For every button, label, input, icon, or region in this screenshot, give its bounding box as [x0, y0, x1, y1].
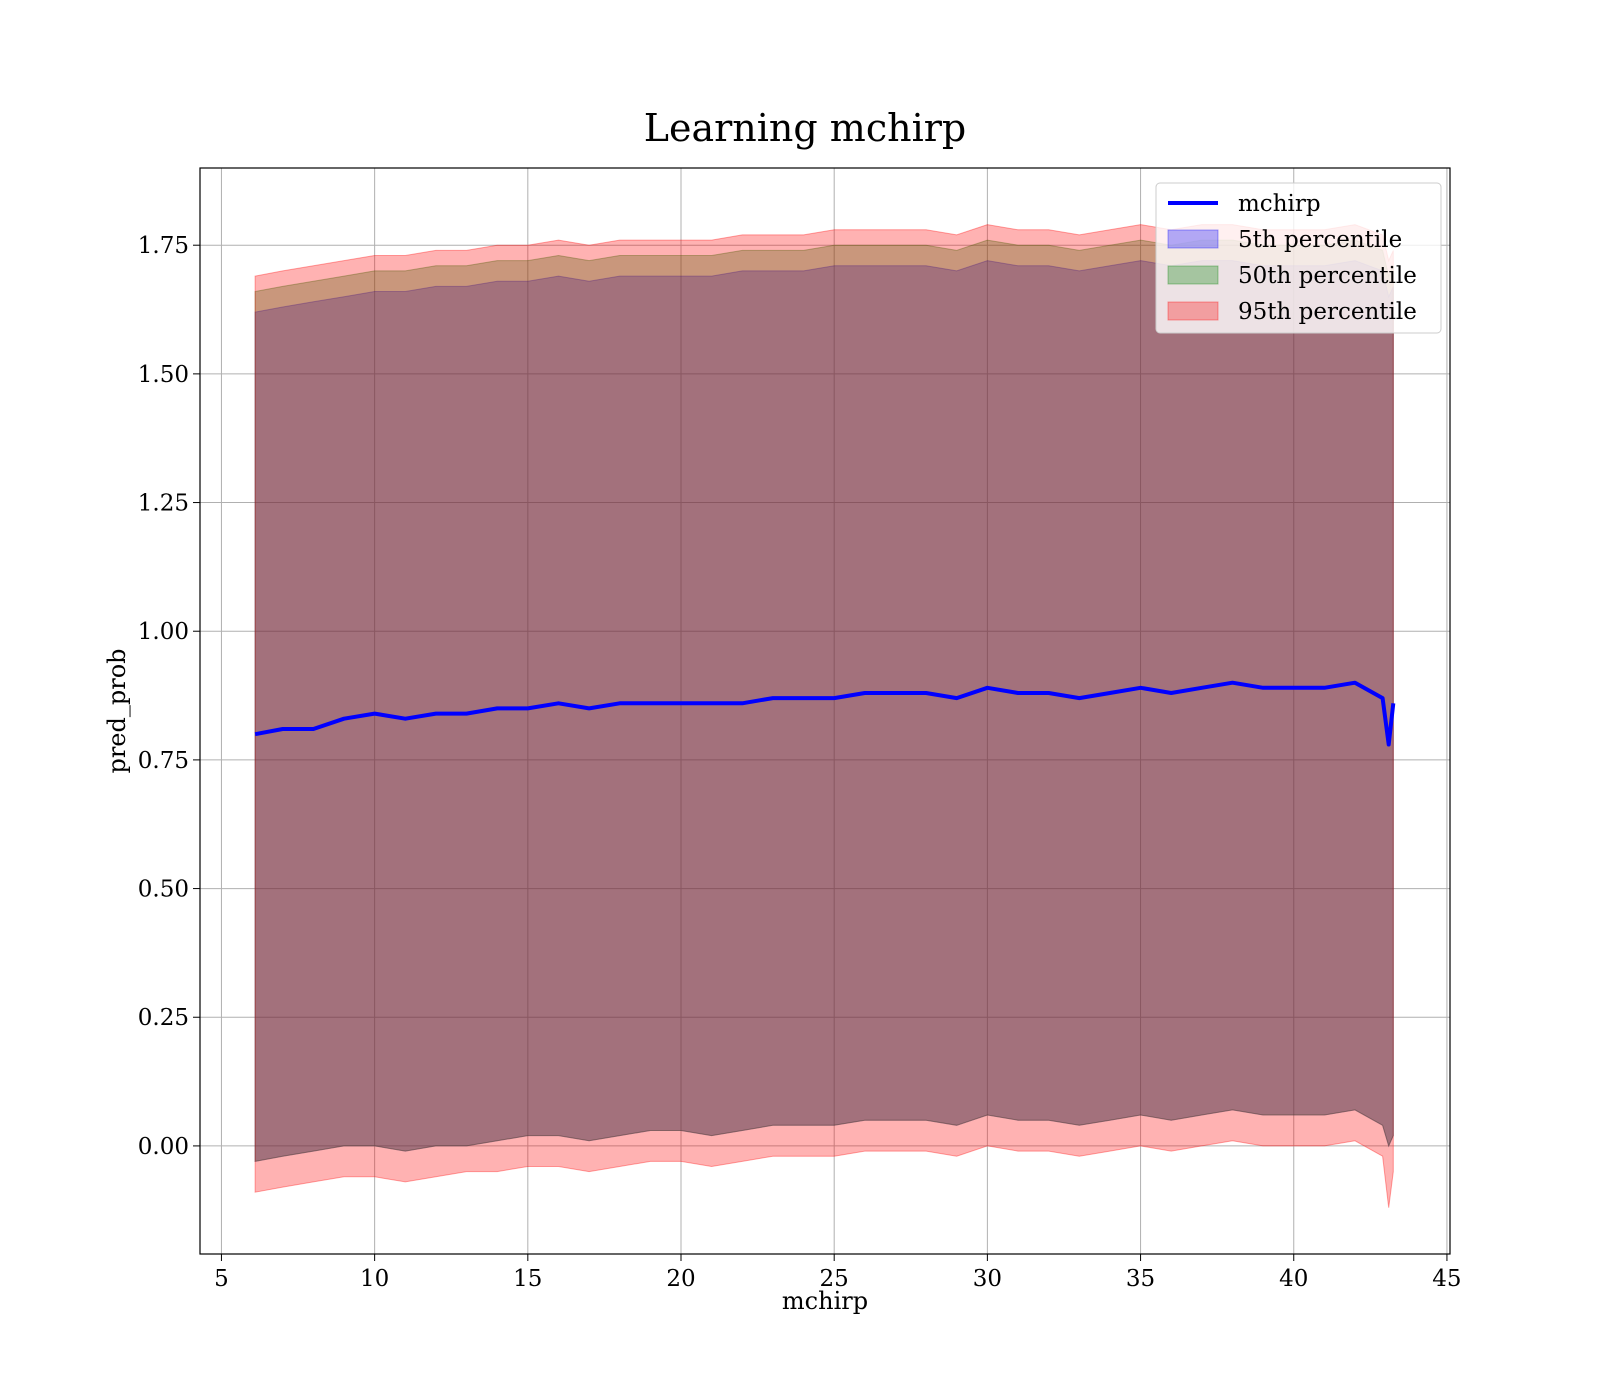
x-tick-label: 40 [1279, 1266, 1308, 1292]
legend: mchirp 5th percentile 50th percentile 95th … [1155, 182, 1442, 334]
legend-label-5th-percentile: 5th percentile [1238, 227, 1402, 253]
y-tick-label: 0.50 [138, 877, 189, 903]
mean-line-layer [254, 680, 1396, 747]
y-tick-label: 1.75 [138, 233, 189, 259]
y-tick-label: 0.75 [138, 748, 189, 774]
chart-title: Learning mchirp [644, 106, 966, 150]
legend-label-50th-percentile: 50th percentile [1238, 263, 1417, 289]
x-tick-label: 30 [973, 1266, 1002, 1292]
y-axis-ticks: 0.00 0.25 0.50 0.75 1.00 1.25 1.50 1.75 [138, 233, 200, 1160]
grid [200, 168, 1450, 1254]
legend-swatch-5th-percentile [1167, 229, 1219, 249]
x-tick-label: 15 [513, 1266, 542, 1292]
x-tick-label: 20 [666, 1266, 695, 1292]
y-tick-label: 1.00 [138, 619, 189, 645]
legend-swatch-50th-percentile [1167, 265, 1219, 285]
band-5th-percentile [254, 260, 1394, 1163]
y-tick-label: 0.00 [138, 1134, 189, 1160]
y-tick-label: 1.50 [138, 362, 189, 388]
band-95th-percentile [254, 224, 1394, 1208]
x-tick-label: 5 [214, 1266, 229, 1292]
x-axis-ticks: 5 10 15 20 25 30 35 40 45 [214, 1254, 1462, 1292]
legend-label-95th-percentile: 95th percentile [1238, 299, 1417, 325]
y-tick-label: 1.25 [138, 491, 189, 517]
x-tick-label: 10 [360, 1266, 389, 1292]
percentile-bands [254, 224, 1394, 1208]
mean-line-mchirp [254, 680, 1396, 747]
x-tick-label: 25 [820, 1266, 849, 1292]
y-axis-label: pred_prob [103, 648, 131, 773]
x-tick-label: 45 [1432, 1266, 1461, 1292]
legend-box [1155, 182, 1442, 334]
plot-frame [199, 167, 1451, 1255]
x-tick-label: 35 [1126, 1266, 1155, 1292]
x-axis-label: mchirp [782, 1287, 868, 1315]
band-50th-percentile [254, 239, 1394, 1163]
legend-label-mchirp: mchirp [1238, 191, 1321, 217]
y-tick-label: 0.25 [138, 1005, 189, 1031]
legend-swatch-95th-percentile [1167, 301, 1219, 321]
